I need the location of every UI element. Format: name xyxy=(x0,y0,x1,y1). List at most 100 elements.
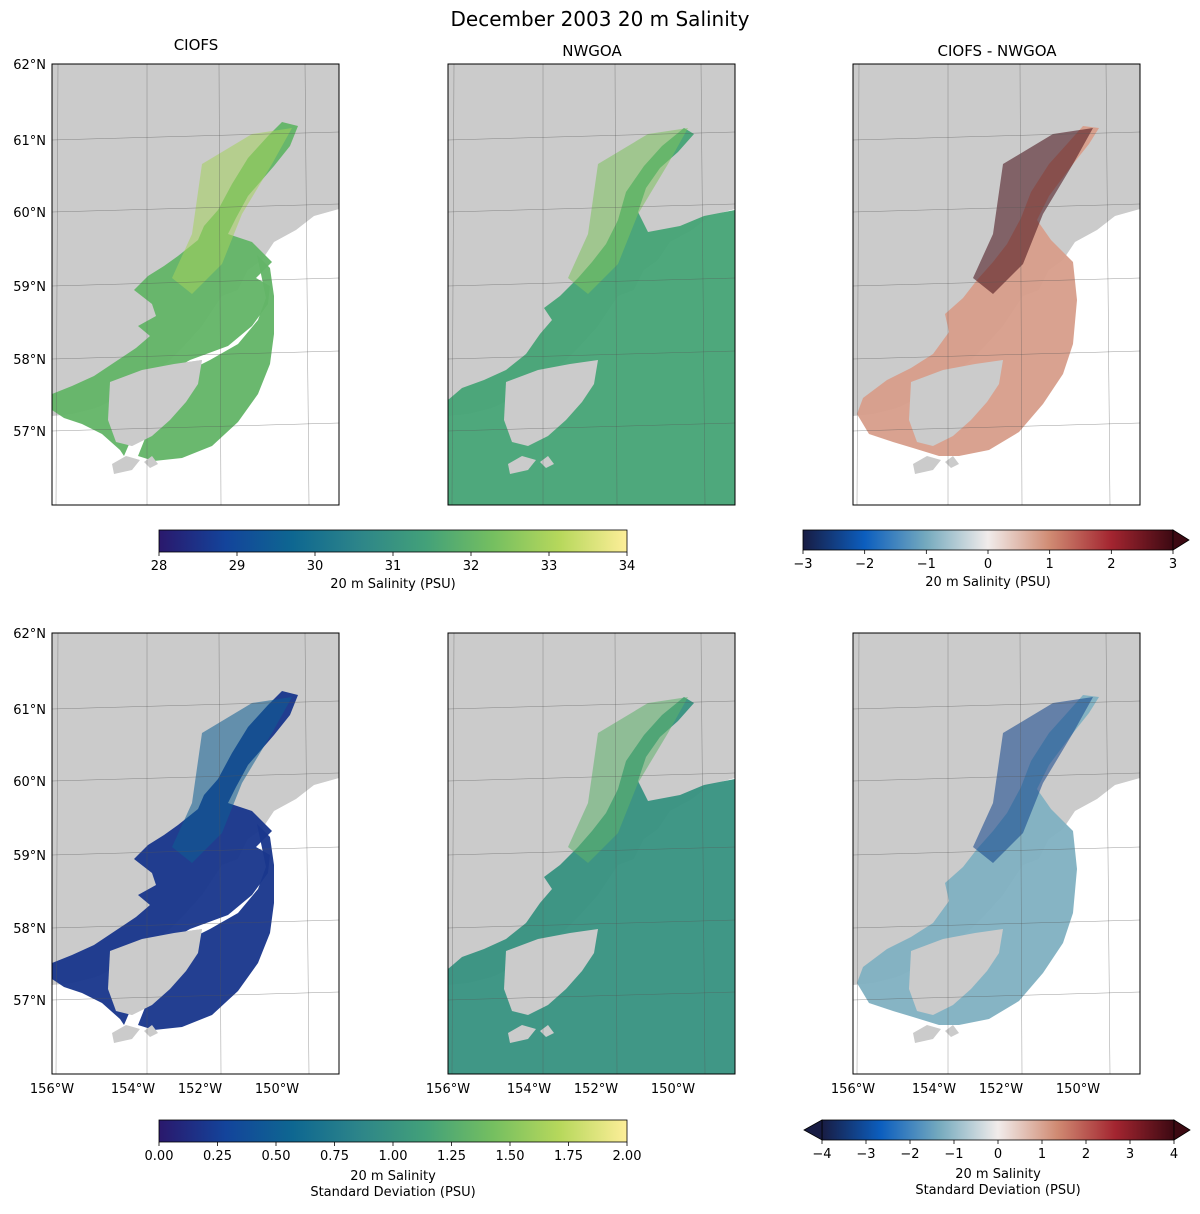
graticule-lon xyxy=(218,63,222,506)
colorbar-label-line1: 20 m Salinity xyxy=(350,1169,436,1184)
graticule-lon xyxy=(614,632,618,1075)
graticule-lon xyxy=(451,632,455,1075)
graticule-lat xyxy=(51,131,340,141)
lat-tick-label: 60°N xyxy=(13,206,46,221)
small-island xyxy=(568,204,580,218)
colorbar-label-line2: Standard Deviation (PSU) xyxy=(310,1185,475,1200)
graticule-lat xyxy=(852,203,1141,213)
small-island xyxy=(540,1025,554,1037)
lon-tick-label: 152°W xyxy=(574,1082,618,1097)
map-panel-mean-2 xyxy=(852,63,1141,506)
small-island xyxy=(913,1025,941,1043)
colorbar-bar xyxy=(158,1119,628,1143)
panel-title-difference: CIOFS - NWGOA xyxy=(937,42,1057,60)
lon-tick-label: 150°W xyxy=(255,1082,299,1097)
lon-tick-label: 150°W xyxy=(651,1082,695,1097)
map-panels xyxy=(51,63,1141,1075)
colorbar-bar xyxy=(802,529,1174,551)
data-field-detail xyxy=(973,697,1093,863)
kodiak-island-top xyxy=(504,929,598,1015)
small-island xyxy=(112,1025,140,1043)
colorbar-bar xyxy=(158,529,628,553)
graticule-lat xyxy=(852,991,1141,1001)
lon-tick-label: 152°W xyxy=(979,1082,1023,1097)
lon-tick-label: 152°W xyxy=(178,1082,222,1097)
graticule-lat xyxy=(51,203,340,213)
small-island xyxy=(540,456,554,468)
kodiak-island-top xyxy=(108,360,202,446)
graticule-lon xyxy=(451,63,455,506)
colorbar-extend-max xyxy=(1172,529,1190,551)
graticule-lon xyxy=(856,632,860,1075)
colorbar-tick-label: −2 xyxy=(900,1147,919,1162)
small-island xyxy=(913,456,941,474)
map-panel-std-1 xyxy=(447,632,736,1075)
colorbar-tick-label: 4 xyxy=(1170,1147,1178,1162)
colorbar-tick-label: 1.75 xyxy=(554,1149,583,1164)
graticule-lat xyxy=(447,203,736,213)
colorbar-tick-label: 32 xyxy=(463,559,480,574)
colorbar-tick-label: 33 xyxy=(541,559,558,574)
graticule-lat xyxy=(51,919,340,929)
panel-title-ciofs: CIOFS xyxy=(174,36,219,54)
data-field-detail xyxy=(973,128,1093,294)
graticule-lat xyxy=(852,846,1141,856)
colorbar-label-line1: 20 m Salinity xyxy=(955,1167,1041,1182)
graticule-lat xyxy=(447,422,736,432)
map-frame xyxy=(447,632,736,1075)
small-island xyxy=(508,456,536,474)
colorbar-tick-label: 0.25 xyxy=(203,1149,232,1164)
graticule-lat xyxy=(447,700,736,710)
colorbar-tick-label: −3 xyxy=(856,1147,875,1162)
graticule-lat xyxy=(447,350,736,360)
graticule-lon xyxy=(700,63,706,506)
small-island xyxy=(172,204,184,218)
small-island xyxy=(144,1025,158,1037)
map-panel-mean-1 xyxy=(447,63,736,506)
colorbar-1-0: 0.00 0.25 0.50 0.75 1.00 1.25 1.50 1.75 2.00 20 m… xyxy=(145,1119,641,1200)
graticule-lon xyxy=(218,632,222,1075)
graticule-lon xyxy=(1019,63,1023,506)
map-axis-labels: 62°N 61°N 60°N 59°N 58°N 57°N 62°N 61°N 60°N 59°N… xyxy=(13,58,1100,1097)
graticule-lon xyxy=(304,63,310,506)
colorbar-tick-label: 0.50 xyxy=(262,1149,291,1164)
small-island xyxy=(945,1025,959,1037)
graticule-lat xyxy=(447,919,736,929)
map-frame xyxy=(51,632,340,1075)
kodiak-island-top xyxy=(504,360,598,446)
data-field-detail xyxy=(568,697,688,863)
map-frame xyxy=(447,63,736,506)
lat-tick-label: 58°N xyxy=(13,353,46,368)
colorbar-tick-label: 3 xyxy=(1169,557,1177,572)
colorbar-tick-label: 1.25 xyxy=(437,1149,466,1164)
small-island xyxy=(568,773,580,787)
graticule-lon xyxy=(700,632,706,1075)
graticule-lat xyxy=(447,991,736,1001)
small-island xyxy=(945,456,959,468)
map-panel-mean-0 xyxy=(51,63,340,506)
lat-tick-label: 59°N xyxy=(13,849,46,864)
colorbar-tick-label: −1 xyxy=(917,557,936,572)
colorbar-tick-label: −2 xyxy=(855,557,874,572)
colorbar-tick-label: 0 xyxy=(994,1147,1002,1162)
small-island xyxy=(112,456,140,474)
lon-tick-label: 156°W xyxy=(426,1082,470,1097)
graticule-lat xyxy=(447,131,736,141)
graticule-lat xyxy=(51,772,340,782)
lon-tick-label: 154°W xyxy=(507,1082,551,1097)
small-island xyxy=(172,773,184,787)
lat-tick-label: 57°N xyxy=(13,425,46,440)
colorbar-tick-label: −1 xyxy=(944,1147,963,1162)
data-field-detail xyxy=(172,697,292,863)
graticule-lon xyxy=(1019,632,1023,1075)
colorbar-0-1: −3 −2 −1 0 1 2 3 20 m Salinity (PSU) xyxy=(793,529,1190,590)
lon-tick-label: 156°W xyxy=(831,1082,875,1097)
data-field-detail xyxy=(568,128,688,294)
colorbar-tick-label: 1.50 xyxy=(496,1149,525,1164)
colorbar-tick-label: 2 xyxy=(1082,1147,1090,1162)
graticule-lat xyxy=(852,350,1141,360)
colorbar-tick-label: 2 xyxy=(1107,557,1115,572)
lon-tick-label: 150°W xyxy=(1056,1082,1100,1097)
